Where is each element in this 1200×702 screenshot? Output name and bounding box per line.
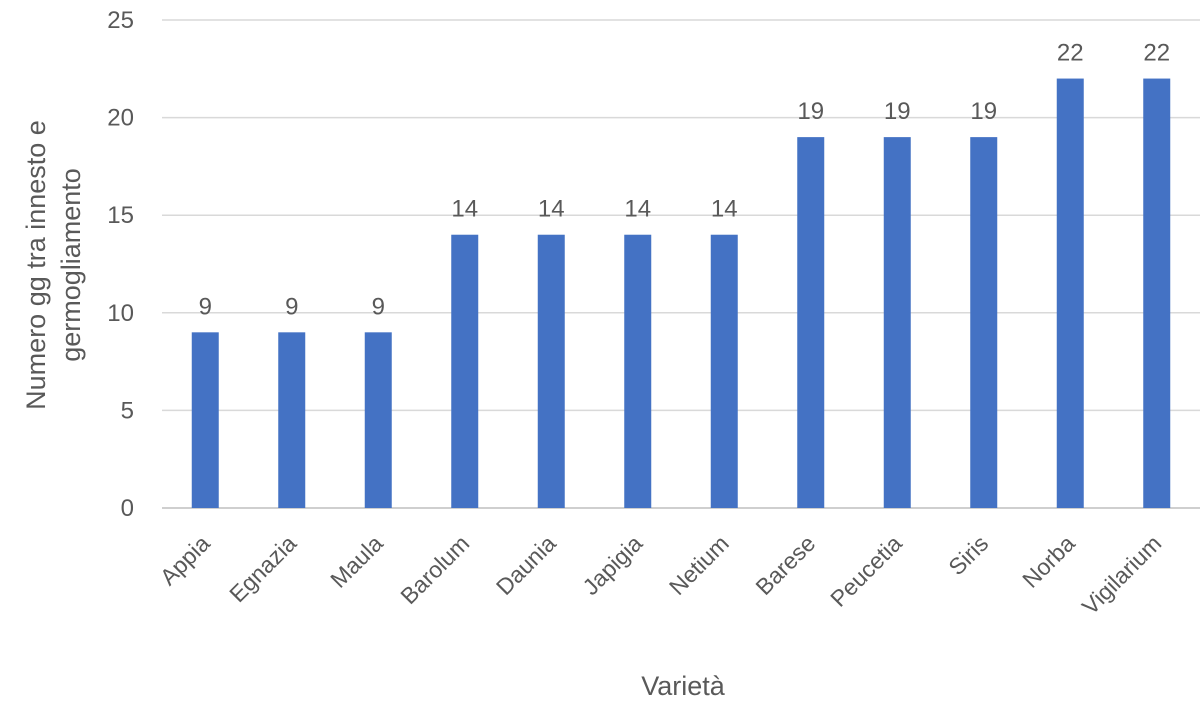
x-category-label: Appia (155, 530, 215, 590)
data-labels: 9 9 9 14 14 14 14 19 19 19 22 22 (199, 40, 1171, 321)
data-label: 14 (711, 196, 738, 223)
bar (883, 137, 911, 508)
bar (710, 234, 738, 508)
x-category-label: Japigia (577, 530, 647, 600)
bars (191, 78, 1171, 508)
y-tick-label: 0 (121, 495, 134, 522)
bar (451, 234, 479, 508)
x-category-label: Maula (325, 530, 388, 593)
bar (970, 137, 998, 508)
bar (624, 234, 652, 508)
x-axis-title: Varietà (641, 671, 726, 701)
bar (278, 332, 306, 508)
x-category-label: Netium (664, 530, 734, 600)
bar (797, 137, 825, 508)
data-label: 14 (451, 196, 478, 223)
y-tick-label: 10 (107, 300, 134, 327)
bar (1056, 78, 1084, 508)
bar (1143, 78, 1171, 508)
y-axis-title-line-1: Numero gg tra innesto e (21, 120, 51, 410)
x-category-label: Barolum (395, 530, 474, 609)
data-label: 9 (199, 293, 212, 320)
data-label: 14 (538, 196, 565, 223)
bar (191, 332, 219, 508)
data-label: 19 (970, 98, 997, 125)
bar (537, 234, 565, 508)
y-tick-label: 20 (107, 105, 134, 132)
data-label: 19 (797, 98, 824, 125)
data-label: 22 (1143, 40, 1170, 67)
x-category-label: Peucetia (825, 530, 907, 612)
y-axis-tick-labels: 0 5 10 15 20 25 (107, 7, 134, 522)
data-label: 9 (372, 293, 385, 320)
y-axis-title: Numero gg tra innesto e germogliamento (21, 120, 86, 410)
x-category-label: Egnazia (224, 530, 301, 607)
y-tick-label: 15 (107, 202, 134, 229)
x-category-label: Norba (1017, 530, 1080, 593)
gridlines (162, 19, 1200, 509)
data-label: 14 (624, 196, 651, 223)
y-tick-label: 25 (107, 7, 134, 34)
data-label: 19 (884, 98, 911, 125)
data-label: 22 (1057, 40, 1084, 67)
data-label: 9 (285, 293, 298, 320)
y-axis-title-line-2: germogliamento (56, 168, 86, 362)
x-category-label: Daunia (491, 530, 561, 600)
x-category-label: Siris (943, 530, 993, 580)
x-category-label: Barese (750, 530, 820, 600)
x-axis-category-labels: Appia Egnazia Maula Barolum Daunia Japigia Net… (155, 530, 1166, 620)
x-category-label: Vigilarium (1077, 530, 1166, 619)
y-tick-label: 5 (121, 397, 134, 424)
bar (364, 332, 392, 508)
